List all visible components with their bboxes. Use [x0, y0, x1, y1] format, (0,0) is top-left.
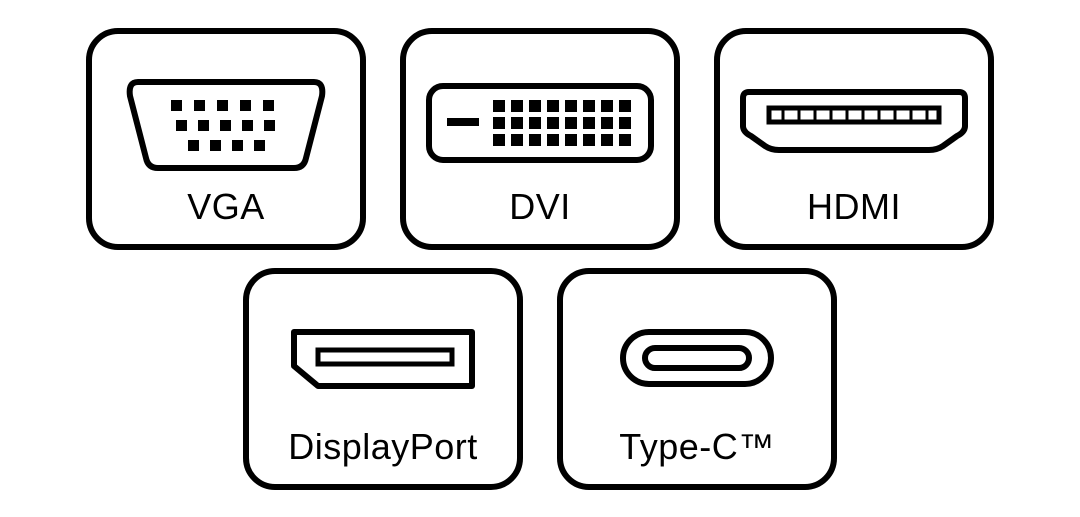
vga-icon: [92, 74, 360, 174]
typec-icon: [563, 326, 831, 390]
row-top: VGA DVI: [86, 28, 994, 250]
card-hdmi: HDMI: [714, 28, 994, 250]
displayport-icon: [249, 326, 517, 396]
dvi-icon: [406, 82, 674, 164]
card-typec: Type-C™: [557, 268, 837, 490]
displayport-label: DisplayPort: [288, 426, 478, 468]
dvi-label: DVI: [509, 186, 571, 228]
hdmi-icon: [720, 84, 988, 164]
typec-label: Type-C™: [619, 426, 775, 468]
vga-label: VGA: [187, 186, 265, 228]
card-dvi: DVI: [400, 28, 680, 250]
card-vga: VGA: [86, 28, 366, 250]
row-bottom: DisplayPort Type-C™: [243, 268, 837, 490]
hdmi-label: HDMI: [807, 186, 901, 228]
card-displayport: DisplayPort: [243, 268, 523, 490]
